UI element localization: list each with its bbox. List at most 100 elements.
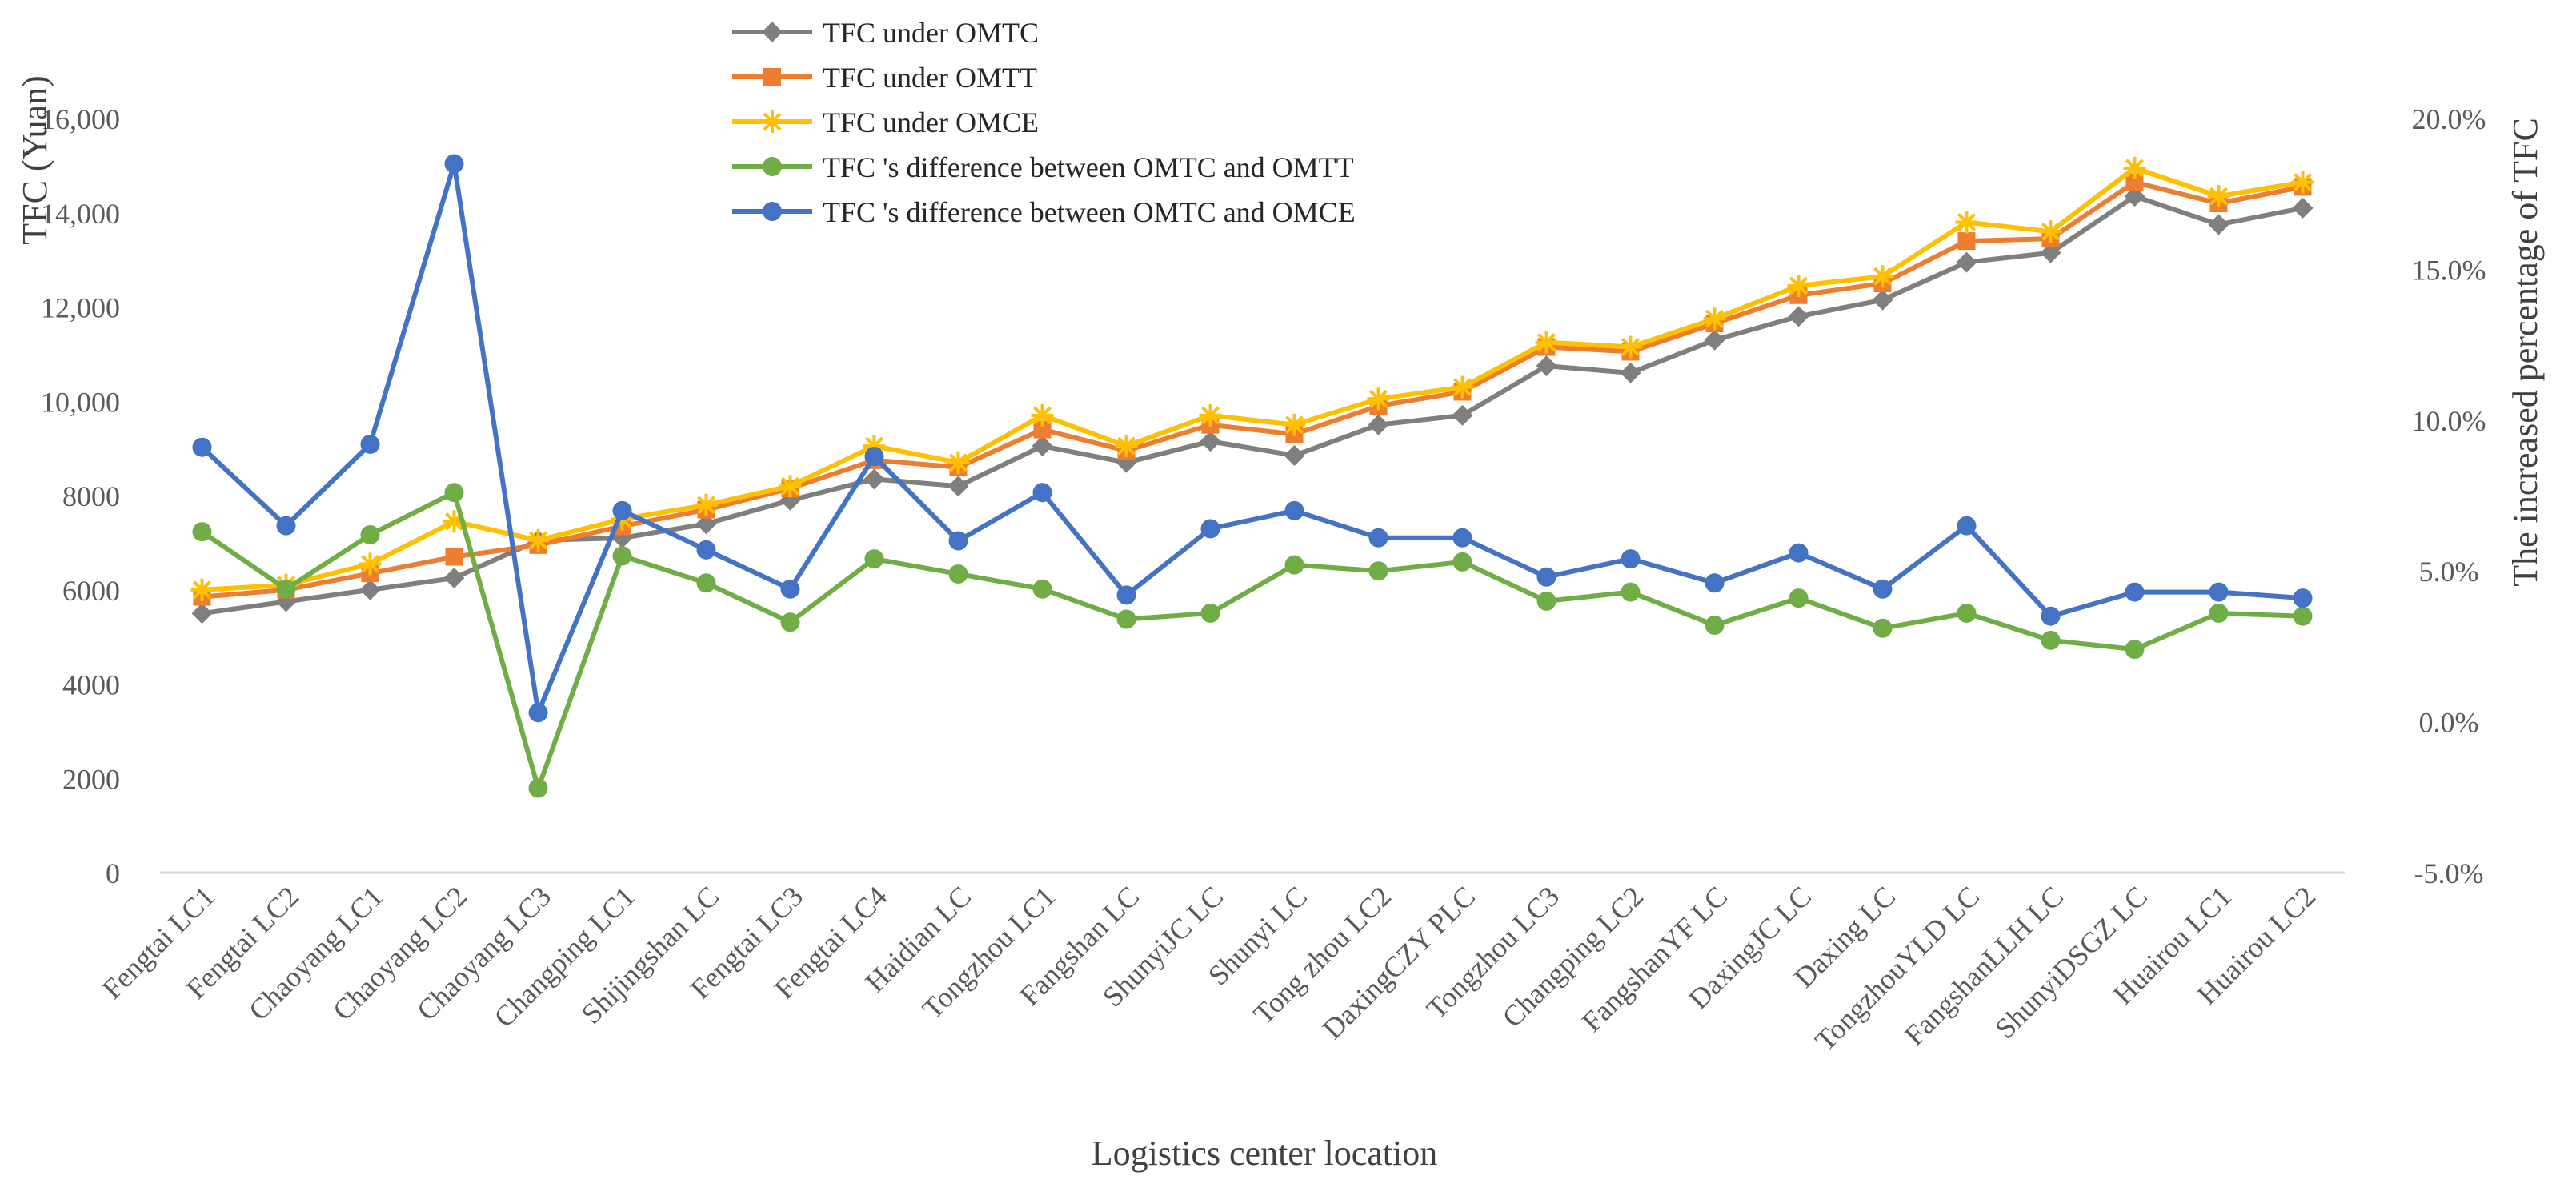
series-3-point — [2291, 171, 2314, 194]
y-tick-label: 12,000 — [41, 292, 120, 324]
x-tick-label: ShunyiDSGZ LC — [1989, 880, 2153, 1045]
series-5-point — [2209, 582, 2229, 602]
y2-tick-label: 20.0% — [2412, 103, 2486, 135]
legend-swatch-marker — [763, 68, 781, 86]
series-1-point — [1032, 435, 1053, 457]
series-4 — [192, 483, 2313, 798]
x-tick-label: DaxingCZY PLC — [1316, 880, 1481, 1045]
series-4-point — [780, 612, 800, 632]
legend-item: TFC 's difference between OMTC and OMTT — [732, 151, 1354, 183]
series-5-point — [1873, 579, 1893, 599]
y-tick-label: 2000 — [62, 763, 120, 795]
y-tick-label: 14,000 — [41, 198, 120, 230]
y2-tick-label: 15.0% — [2412, 254, 2486, 286]
series-5-point — [780, 579, 800, 599]
series-3-point — [527, 528, 550, 552]
series-5-point — [1284, 500, 1304, 520]
series-3-point — [1871, 265, 1894, 288]
series-4-point — [2293, 606, 2313, 626]
series-1-point — [1368, 414, 1389, 435]
series-3-point — [1619, 335, 1642, 359]
series-3-point — [2207, 185, 2230, 208]
series-3-point — [2123, 156, 2146, 179]
series-3-point — [1115, 435, 1138, 458]
series-4-point — [444, 483, 464, 503]
series-4-point — [2125, 640, 2145, 660]
series-3-point — [1199, 403, 1222, 427]
y2-tick-label: 10.0% — [2412, 405, 2486, 437]
series-5-point — [1116, 585, 1136, 605]
series-5-point — [276, 516, 296, 536]
series-4-line — [200, 490, 2303, 791]
series-5-point — [2293, 588, 2313, 608]
series-3-point — [1703, 307, 1726, 331]
series-3-point — [443, 510, 466, 533]
series-5-point — [528, 703, 548, 723]
series-1-point — [1956, 251, 1977, 273]
series-4-point — [1536, 591, 1556, 611]
series-5-point — [1368, 528, 1388, 548]
series-2-line — [202, 179, 2304, 600]
series-3-point — [1367, 387, 1390, 411]
series-2-point — [2125, 173, 2144, 191]
legend-swatch-marker — [763, 202, 782, 221]
series-4-point — [1452, 552, 1472, 572]
series-4-point — [528, 778, 548, 798]
series-3-point — [863, 435, 886, 458]
y2-tick-label: 5.0% — [2419, 556, 2479, 588]
series-3-point — [1535, 331, 1558, 354]
series-2-point — [1033, 420, 1052, 439]
y-tick-label: 16,000 — [41, 103, 120, 135]
series-5-point — [1200, 519, 1220, 539]
legend-swatch-marker — [761, 110, 783, 133]
y-axis-title: TFC (Yuan) — [15, 75, 54, 244]
series-5-point — [444, 154, 464, 174]
legend-label: TFC under OMTT — [823, 62, 1037, 94]
x-tick-label: FangshanYF LC — [1576, 880, 1733, 1037]
legend-label: TFC under OMTC — [823, 17, 1039, 49]
series-1-point — [1620, 362, 1641, 383]
legend-swatch-marker — [763, 157, 782, 176]
series-4-point — [612, 546, 632, 566]
legend-label: TFC under OMCE — [823, 106, 1039, 138]
series-1-point — [947, 476, 969, 497]
series-1-point — [1872, 289, 1893, 311]
series-1-point — [1200, 431, 1221, 452]
y2-axis-title: The increased percentage of TFC — [2506, 118, 2545, 587]
series-1-point — [1536, 355, 1557, 377]
series-1-point — [443, 568, 465, 589]
series-1 — [191, 186, 2314, 624]
series-4-point — [2209, 603, 2229, 623]
legend-item: TFC under OMTT — [732, 62, 1037, 94]
series-4-point — [1705, 616, 1725, 636]
series-3-point — [190, 578, 214, 601]
series-4-point — [1200, 603, 1220, 623]
legend-item: TFC under OMTC — [732, 17, 1039, 49]
series-1-point — [1704, 329, 1725, 351]
series-4-point — [1621, 582, 1641, 602]
x-axis-title: Logistics center location — [1092, 1134, 1438, 1173]
series-4-point — [1957, 603, 1977, 623]
series-5-line — [200, 161, 2303, 716]
series-5-point — [360, 434, 380, 454]
x-tick-label: FangshanLLH LC — [1898, 880, 2069, 1051]
series-5-point — [2125, 582, 2145, 602]
series-5 — [192, 154, 2313, 723]
series-5-point — [2041, 606, 2061, 626]
series-4-point — [1116, 609, 1136, 629]
series-3-point — [1283, 413, 1306, 436]
series-1-point — [863, 468, 885, 490]
series-5-point — [864, 447, 884, 467]
series-1-point — [359, 579, 381, 600]
series-5-point — [1957, 516, 1977, 536]
series-5-point — [192, 437, 212, 457]
legend-swatch-marker — [762, 22, 783, 42]
series-5-point — [696, 540, 716, 560]
series-4-point — [1284, 555, 1304, 575]
legend-item: TFC under OMCE — [732, 106, 1039, 138]
series-5-point — [1789, 543, 1809, 563]
series-5-point — [1452, 528, 1472, 548]
series-4-point — [1368, 561, 1388, 581]
series-3-point — [2039, 220, 2062, 243]
